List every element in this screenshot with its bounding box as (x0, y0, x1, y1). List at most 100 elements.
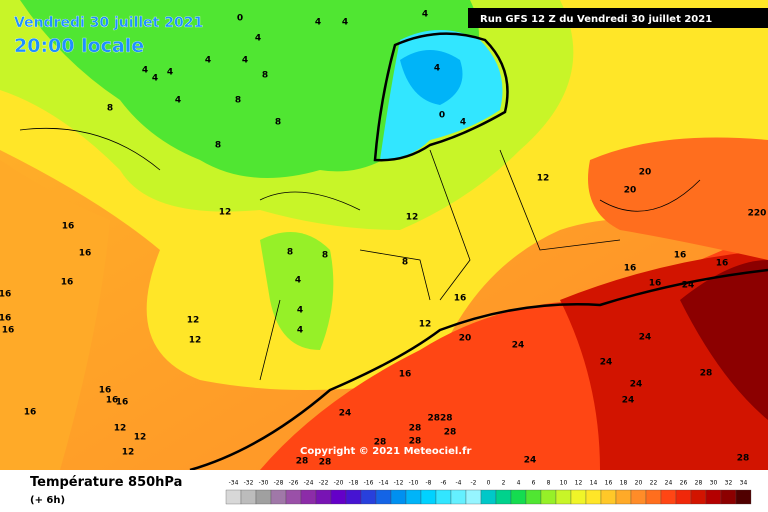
contour-label: 16 (0, 290, 11, 300)
colorbar-label: -10 (409, 480, 419, 487)
colorbar-swatch (675, 489, 692, 505)
colorbar-swatch (735, 489, 752, 505)
contour-label: 16 (79, 249, 92, 259)
colorbar-swatch (615, 489, 632, 505)
colorbar-label: 28 (695, 480, 703, 487)
colorbar-swatch (435, 489, 452, 505)
colorbar-swatch (510, 489, 527, 505)
contour-label: 4 (205, 56, 211, 66)
contour-label: 12 (189, 336, 202, 346)
colorbar-label: 6 (532, 480, 536, 487)
contour-label: 12 (134, 433, 147, 443)
colorbar-label: -34 (229, 480, 239, 487)
colorbar-swatch (285, 489, 302, 505)
colorbar-label: -18 (349, 480, 359, 487)
colorbar-swatch (600, 489, 617, 505)
contour-label: 16 (649, 279, 662, 289)
contour-label: 8 (275, 118, 281, 128)
colorbar-label: 20 (635, 480, 643, 487)
colorbar-label: 30 (710, 480, 718, 487)
colorbar-swatch (555, 489, 572, 505)
colorbar-swatch (645, 489, 662, 505)
colorbar-swatch (270, 489, 287, 505)
contour-label: 16 (24, 408, 37, 418)
colorbar-swatch (450, 489, 467, 505)
colorbar-swatch (495, 489, 512, 505)
colorbar-swatch (315, 489, 332, 505)
colorbar-label: 24 (665, 480, 673, 487)
forecast-offset: (+ 6h) (30, 495, 65, 506)
colorbar-label: 2 (502, 480, 506, 487)
colorbar-swatch (240, 489, 257, 505)
contour-label: 16 (116, 398, 129, 408)
colorbar-swatch (630, 489, 647, 505)
contour-label: 28 (444, 428, 457, 438)
contour-label: 20 (624, 186, 637, 196)
date: Vendredi 30 juillet 2021 (14, 15, 203, 31)
contour-label: 4 (255, 34, 261, 44)
contour-label: 16 (0, 314, 11, 324)
contour-label: 4 (460, 118, 466, 128)
contour-label: 28 (374, 438, 387, 448)
contour-label: 8 (287, 248, 293, 258)
colorbar-label: 8 (547, 480, 551, 487)
local-time: 20:00 locale (14, 35, 144, 57)
contour-label: 16 (624, 264, 637, 274)
contour-label: 4 (152, 74, 158, 84)
colorbar-label: 34 (740, 480, 748, 487)
colorbar-label: 26 (680, 480, 688, 487)
colorbar-label: -24 (304, 480, 314, 487)
map-field (0, 0, 768, 470)
contour-label: 4 (142, 66, 148, 76)
contour-label: 28 (319, 458, 332, 468)
colorbar-label: -16 (364, 480, 374, 487)
contours (19, 32, 768, 472)
contour-label: 4 (175, 96, 181, 106)
colorbar-swatch (405, 489, 422, 505)
colorbar-swatch (525, 489, 542, 505)
colorbar-swatch (465, 489, 482, 505)
colorbar-swatch (690, 489, 707, 505)
contour-label: 16 (716, 259, 729, 269)
colorbar-label: 12 (575, 480, 583, 487)
contour-label: 8 (235, 96, 241, 106)
colorbar-label: -2 (471, 480, 477, 487)
contour-label: 28 (409, 424, 422, 434)
colorbar-swatch (420, 489, 437, 505)
contour-label: 24 (682, 281, 695, 291)
colorbar-swatch (375, 489, 392, 505)
contour-label: 16 (61, 278, 74, 288)
colorbar-label: 10 (560, 480, 568, 487)
contour-label: 24 (639, 333, 652, 343)
contour-label: 24 (512, 341, 525, 351)
contour-label: 8 (107, 104, 113, 114)
colorbar-swatch (360, 489, 377, 505)
contour-label: 12 (187, 316, 200, 326)
colorbar-swatch (705, 489, 722, 505)
colorbar-label: 22 (650, 480, 658, 487)
colorbar-label: 32 (725, 480, 733, 487)
colorbar-swatch (255, 489, 272, 505)
contour-label: 20 (639, 168, 652, 178)
contour-label: 4 (422, 10, 428, 20)
contour-label: 28 (296, 457, 309, 467)
colorbar-label: 18 (620, 480, 628, 487)
contour-label: 12 (419, 320, 432, 330)
colorbar-swatch (330, 489, 347, 505)
colorbar-label: -22 (319, 480, 329, 487)
contour-label: 16 (106, 396, 119, 406)
contour-label: 4 (242, 56, 248, 66)
colorbar: -34 -32 -30 -28 -26 -24 -22 -20 -18 -16 -14 -12 -10-… (225, 480, 752, 505)
colorbar-swatch (390, 489, 407, 505)
contour-label: 16 (2, 326, 15, 336)
contour-label: 16 (62, 222, 75, 232)
colorbar-swatch (720, 489, 737, 505)
contour-label: 24 (339, 409, 352, 419)
colorbar-label: -20 (334, 480, 344, 487)
contour-label: 24 (600, 358, 613, 368)
colorbar-label: -12 (394, 480, 404, 487)
contour-label: 28 (737, 454, 750, 464)
